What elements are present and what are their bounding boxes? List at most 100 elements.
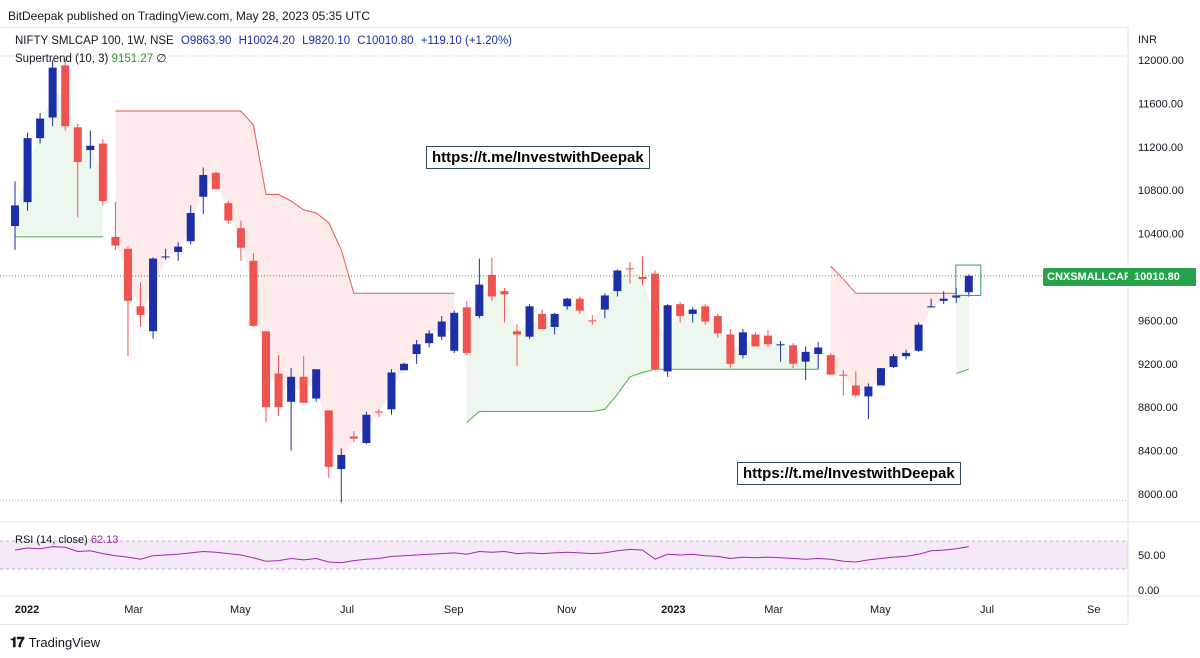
candle-body <box>851 385 860 396</box>
candle-body <box>538 313 547 330</box>
rsi-band <box>0 541 1128 569</box>
candle-body <box>864 386 873 397</box>
last-candle-highlight <box>955 264 982 296</box>
candle-body <box>36 118 45 139</box>
price-tick-label: 10400.00 <box>1138 229 1184 241</box>
candle-body <box>98 143 107 202</box>
price-tick-label: 9200.00 <box>1138 359 1178 371</box>
price-tick-label: 11600.00 <box>1138 98 1183 110</box>
telegram-link-top[interactable]: https://t.me/InvestwithDeepak <box>426 146 650 169</box>
candle-body <box>876 368 885 386</box>
price-tick-label: 10800.00 <box>1138 185 1184 197</box>
supertrend-value: 9151.27 <box>111 53 154 65</box>
price-tick-label: 8400.00 <box>1138 446 1178 458</box>
candle-body <box>312 369 321 399</box>
rsi-tick-label: 50.00 <box>1138 550 1166 562</box>
ohlc-legend: NIFTY SMLCAP 100, 1W, NSE O9863.90 H1002… <box>15 35 516 47</box>
rsi-legend[interactable]: RSI (14, close) 62.13 <box>15 534 118 546</box>
time-tick-label: 2023 <box>661 604 685 616</box>
candle-body <box>86 145 95 151</box>
supertrend-legend[interactable]: Supertrend (10, 3) 9151.27 ∅ <box>15 51 166 65</box>
candle-body <box>789 345 798 364</box>
candle-body <box>149 258 158 332</box>
candle-body <box>475 284 484 317</box>
candle-body <box>563 298 572 307</box>
candle-body <box>450 312 459 351</box>
candle-body <box>249 260 258 326</box>
candle-body <box>814 347 823 355</box>
candle-body <box>11 205 19 227</box>
price-tick-label: 9600.00 <box>1138 315 1178 327</box>
candle-body <box>600 295 609 310</box>
candle-body <box>902 352 911 357</box>
supertrend-up-fill <box>956 284 969 374</box>
candle-body <box>964 275 973 293</box>
candle-body <box>651 273 660 370</box>
time-tick-label: Se <box>1087 604 1100 616</box>
candle-body <box>400 363 409 371</box>
tradingview-logo[interactable]: 𝟏𝟕 TradingView <box>10 634 100 651</box>
candle-body <box>374 411 383 413</box>
supertrend-up-fill <box>466 268 819 423</box>
rsi-line <box>14 546 969 564</box>
candle-body <box>274 373 283 408</box>
candle-body <box>199 175 208 197</box>
rsi-tick-label: 0.00 <box>1138 585 1159 597</box>
rsi-label: RSI (14, close) <box>15 534 88 546</box>
telegram-link-bottom[interactable]: https://t.me/InvestwithDeepak <box>737 462 961 485</box>
candle-body <box>500 291 509 295</box>
symbol-label[interactable]: NIFTY SMLCAP 100, 1W, NSE <box>15 35 174 47</box>
price-tick-label: 8800.00 <box>1138 402 1178 414</box>
tradingview-logo-icon: 𝟏𝟕 <box>10 634 25 650</box>
candle-body <box>939 298 948 301</box>
candle-body <box>211 172 220 190</box>
candle-body <box>387 372 396 410</box>
candle-body <box>801 351 810 362</box>
supertrend-up-line <box>956 368 969 375</box>
candle-body <box>287 376 296 402</box>
candle-body <box>136 306 145 315</box>
candle-body <box>914 324 923 351</box>
candle-body <box>525 306 534 337</box>
candle-body <box>826 355 835 375</box>
candle-body <box>738 332 747 356</box>
candle-body <box>224 203 233 221</box>
rsi-value: 62.13 <box>90 534 119 546</box>
candle-body <box>701 306 710 322</box>
candle-body <box>764 335 772 345</box>
supertrend-down-line <box>830 265 957 294</box>
candle-body <box>462 307 471 353</box>
time-tick-label: Sep <box>444 604 464 616</box>
supertrend-down-fill <box>115 110 455 462</box>
candle-body <box>437 321 446 337</box>
supertrend-extra: ∅ <box>156 53 167 65</box>
candle-body <box>688 309 697 314</box>
candle-body <box>337 454 346 470</box>
time-tick-label: May <box>230 604 251 616</box>
candle-body <box>23 138 32 203</box>
candle-body <box>676 304 685 317</box>
candle-body <box>613 270 622 292</box>
candle-body <box>713 316 722 334</box>
symbol-price-badge: CNXSMALLCAP <box>1043 268 1136 286</box>
time-tick-label: Jul <box>980 604 994 616</box>
candle-body <box>487 274 496 297</box>
high-value: H10024.20 <box>238 35 295 47</box>
supertrend-down-fill <box>830 266 957 392</box>
time-tick-label: Nov <box>557 604 577 616</box>
tradingview-brand: TradingView <box>28 635 101 650</box>
candle-body <box>236 228 245 248</box>
candle-body <box>161 256 170 258</box>
candle-body <box>262 331 270 408</box>
last-price-badge: 10010.80 <box>1128 268 1196 286</box>
candle-body <box>625 268 634 270</box>
time-tick-label: Mar <box>124 604 143 616</box>
currency-label: INR <box>1138 34 1157 46</box>
candle-body <box>751 334 760 347</box>
candle-body <box>927 306 936 308</box>
close-value: C10010.80 <box>357 35 414 47</box>
publisher-line: BitDeepak published on TradingView.com, … <box>8 9 370 23</box>
candle-body <box>575 298 584 311</box>
candle-body <box>889 356 898 368</box>
